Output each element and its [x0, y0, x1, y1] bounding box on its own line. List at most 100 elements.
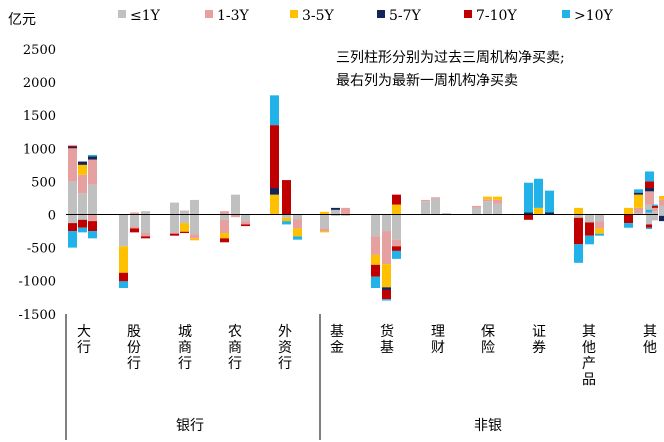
bar-37-pos-seg-0: [652, 211, 658, 215]
bar-30-neg-seg-4: [574, 217, 583, 245]
bar-35-pos-seg-3: [645, 188, 654, 192]
bar-3-neg-seg-4: [119, 272, 128, 282]
bar-11-neg-seg-4: [241, 224, 250, 227]
legend-swatch-3: [377, 10, 385, 18]
bar-1-pos-seg-2: [78, 164, 87, 175]
bar-20-pos-seg-4: [392, 194, 401, 205]
bar-31-neg-seg-0: [585, 214, 594, 223]
bar-35-pos-seg-1: [645, 191, 654, 205]
x-tick-label-6-0: 货: [380, 323, 394, 340]
bar-36-neg-seg-0: [646, 214, 652, 225]
bar-14-neg-seg-5: [293, 236, 302, 240]
bar-27-pos-seg-3: [524, 212, 533, 215]
bar-32-neg-seg-2: [595, 228, 604, 234]
x-tick-label-8-1: 险: [481, 340, 495, 356]
x-tick-label-5-1: 金: [330, 340, 344, 356]
bar-25-pos-seg-2: [483, 196, 492, 200]
bar-17-neg-seg-0: [341, 214, 350, 216]
bar-13-neg-seg-2: [282, 217, 291, 222]
bar-20-neg-seg-4: [392, 246, 401, 251]
bar-6-pos-seg-0: [170, 202, 179, 215]
y-tick-label-1: 2000: [23, 76, 56, 91]
bar-27-neg-seg-4: [524, 214, 533, 220]
bar-15-neg-seg-1: [320, 228, 329, 232]
bar-35-pos-seg-0: [645, 204, 654, 215]
x-tick-label-0-0: 大: [77, 324, 91, 340]
bar-38-pos-seg-2: [659, 195, 664, 200]
bar-27-pos-seg-5: [524, 182, 533, 213]
bar-3-neg-seg-2: [119, 246, 128, 273]
bar-18-neg-seg-5: [371, 276, 380, 288]
x-tick-label-10-2: 产: [582, 356, 596, 372]
bar-8-neg-seg-2: [190, 238, 199, 241]
bar-35-pos-seg-4: [645, 181, 654, 189]
bar-10-pos-seg-0: [231, 194, 240, 215]
legend-label-2: 3-5Y: [302, 8, 335, 24]
y-tick-label-6: -500: [27, 242, 56, 257]
y-tick-label-4: 500: [31, 175, 56, 190]
bar-0-neg-seg-4: [68, 223, 77, 232]
y-tick-label-5: 0: [48, 209, 56, 224]
bar-8-pos-seg-0: [190, 199, 199, 215]
bar-16-pos-seg-0: [331, 209, 340, 215]
bar-34-pos-seg-5: [634, 189, 643, 193]
bar-4-pos-seg-1: [130, 212, 139, 215]
bar-2-pos-seg-3: [88, 156, 97, 160]
bar-9-neg-seg-4: [220, 238, 229, 243]
bar-2-pos-seg-1: [88, 159, 97, 185]
bar-13-pos-seg-4: [282, 180, 291, 215]
bar-21-pos-seg-0: [421, 201, 430, 215]
bar-2-neg-seg-4: [88, 221, 97, 232]
bar-13-neg-seg-0: [282, 214, 291, 218]
bar-9-neg-seg-1: [220, 219, 229, 234]
x-tick-label-3-0: 农: [228, 324, 242, 340]
bar-3-neg-seg-5: [119, 281, 128, 288]
group-label-0: 银行: [176, 418, 204, 434]
bar-38-neg-seg-3: [659, 215, 664, 222]
bar-26-pos-seg-1: [493, 199, 502, 204]
x-tick-label-10-0: 其: [582, 324, 596, 340]
legend-label-3: 5-7Y: [389, 8, 422, 24]
bar-10-neg-seg-1: [231, 214, 240, 218]
bar-38-pos-seg-0: [659, 205, 664, 215]
x-tick-label-2-1: 商: [178, 340, 192, 356]
bar-6-neg-seg-1: [170, 232, 179, 234]
x-tick-label-4-1: 资: [278, 340, 292, 356]
bar-20-neg-seg-5: [392, 250, 401, 259]
bar-29-pos-seg-5: [545, 190, 554, 213]
bar-33-neg-seg-5: [624, 223, 633, 228]
legend-label-5: >10Y: [574, 8, 614, 24]
x-tick-label-11-0: 其: [643, 324, 657, 340]
bar-33-pos-seg-2: [624, 207, 633, 215]
x-tick-label-6-1: 基: [380, 339, 394, 356]
bar-36-pos-seg-5: [646, 209, 652, 213]
bar-7-neg-seg-0: [180, 214, 189, 224]
bar-6-neg-seg-0: [170, 214, 179, 233]
bar-19-neg-seg-2: [382, 264, 391, 288]
bar-5-neg-seg-0: [141, 214, 150, 234]
legend: ≤1Y 1-3Y 3-5Y 5-7Y 7-10Y >10Y: [118, 8, 614, 24]
x-tick-label-0-1: 行: [77, 340, 91, 356]
x-tick-label-2-2: 行: [178, 356, 192, 372]
bar-22-pos-seg-0: [431, 198, 440, 215]
bar-32-neg-seg-0: [595, 214, 604, 222]
bar-9-neg-seg-0: [220, 214, 229, 220]
x-tick-label-9-1: 券: [532, 340, 546, 356]
bar-1-neg-seg-0: [78, 214, 87, 220]
x-tick-label-4-2: 行: [278, 356, 292, 372]
legend-swatch-2: [290, 10, 298, 18]
bar-11-neg-seg-1: [241, 221, 250, 225]
x-tick-label-3-2: 行: [228, 356, 242, 372]
bar-33-neg-seg-4: [624, 214, 633, 224]
legend-swatch-0: [118, 10, 126, 18]
bar-16-neg-seg-0: [331, 214, 340, 216]
x-tick-label-5-0: 基: [330, 323, 344, 340]
bar-1-neg-seg-4: [78, 219, 87, 228]
y-tick-label-2: 1500: [23, 109, 56, 124]
bar-11-neg-seg-0: [241, 214, 250, 222]
bar-0-pos-seg-1: [68, 148, 77, 182]
bar-26-pos-seg-0: [493, 203, 502, 215]
bar-12-pos-seg-5: [270, 95, 279, 126]
bar-0-pos-seg-4: [68, 145, 77, 147]
